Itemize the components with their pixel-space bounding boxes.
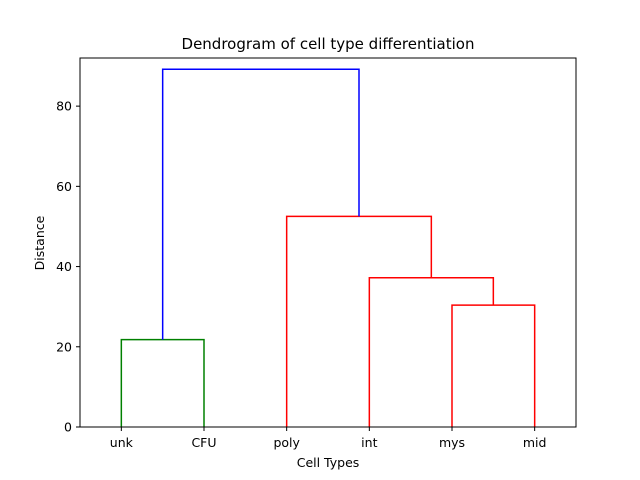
y-axis-ticks: 0 20 40 60 80 [56, 99, 80, 435]
chart-title: Dendrogram of cell type differentiation [182, 35, 475, 53]
dendrogram-links [120, 68, 536, 427]
y-tick-label-40: 40 [56, 259, 72, 274]
plot-frame [79, 57, 577, 428]
y-axis-label: Distance [32, 215, 47, 270]
x-axis-label: Cell Types [297, 455, 360, 470]
y-tick-label-20: 20 [56, 339, 72, 354]
dendrogram-link-2 [451, 304, 536, 427]
y-tick-label-60: 60 [56, 179, 72, 194]
x-tick-label-mid: mid [523, 435, 547, 450]
x-tick-label-mys: mys [439, 435, 465, 450]
y-tick-label-0: 0 [64, 420, 72, 435]
x-tick-label-CFU: CFU [191, 435, 216, 450]
x-tick-label-unk: unk [110, 435, 134, 450]
dendrogram-link-5 [161, 68, 360, 340]
y-tick-label-80: 80 [56, 99, 72, 114]
x-tick-label-int: int [361, 435, 377, 450]
x-axis-ticks: unk CFU poly int mys mid [110, 427, 547, 450]
x-tick-label-poly: poly [273, 435, 300, 450]
dendrogram-link-3 [368, 277, 495, 427]
